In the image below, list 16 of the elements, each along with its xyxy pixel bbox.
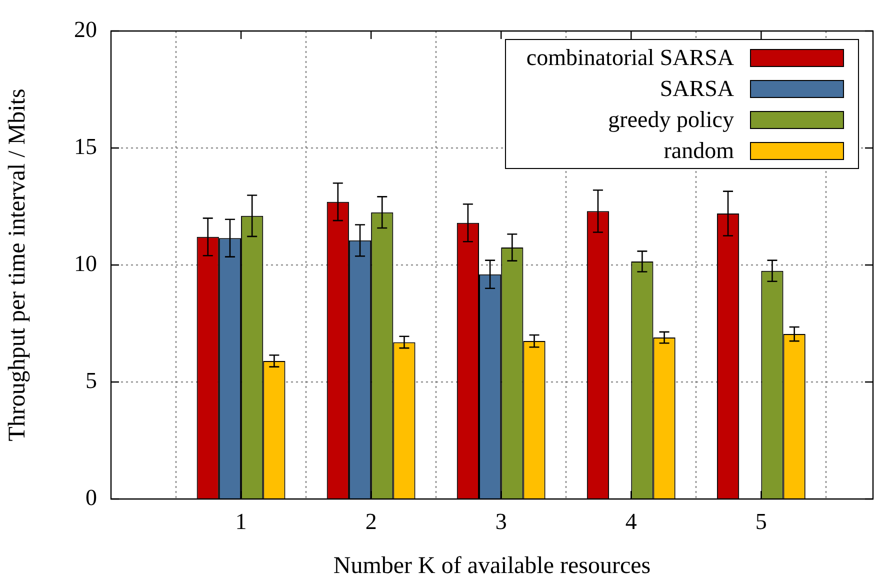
legend-label: greedy policy: [608, 106, 734, 132]
x-tick-label: 4: [625, 508, 638, 534]
y-tick-label: 0: [86, 485, 97, 510]
y-tick-label: 15: [74, 134, 97, 160]
y-tick-label: 5: [86, 368, 97, 394]
y-tick-label: 20: [74, 17, 97, 42]
y-axis-title: Throughput per time interval / Mbits: [4, 88, 31, 442]
x-tick-label: 1: [235, 508, 247, 534]
x-axis-title: Number K of available resources: [333, 552, 651, 579]
legend-label: random: [664, 138, 734, 164]
x-tick-label: 3: [495, 508, 507, 534]
x-tick-label: 2: [365, 508, 377, 534]
legend-label: SARSA: [660, 76, 734, 102]
legend-label: combinatorial SARSA: [526, 44, 734, 70]
x-tick-label: 5: [755, 508, 767, 534]
y-tick-label: 10: [74, 251, 97, 276]
